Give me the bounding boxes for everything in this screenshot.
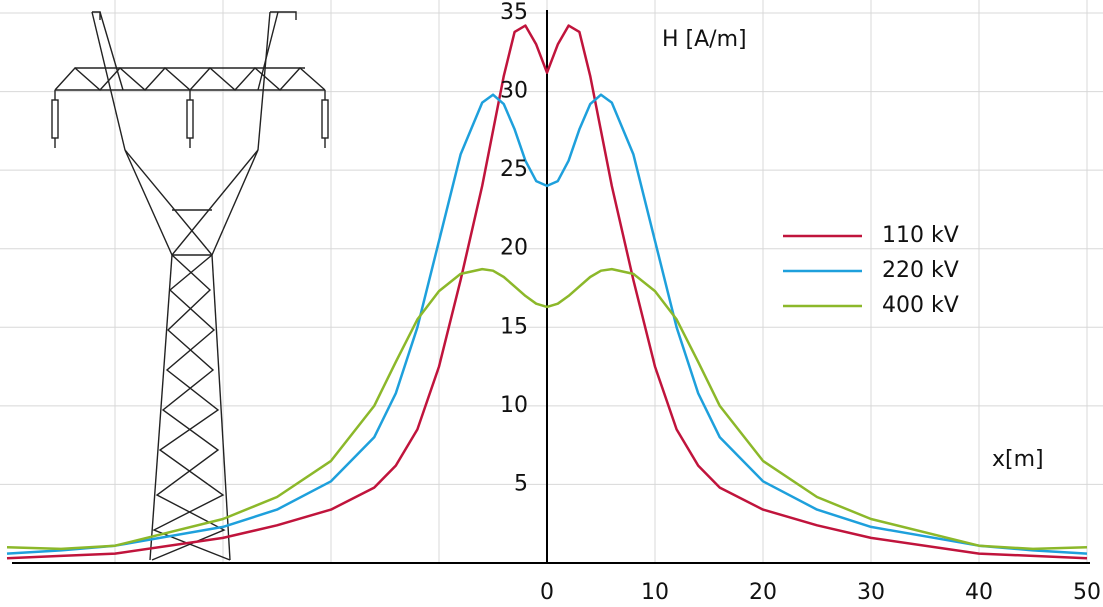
y-tick-label: 25 <box>500 157 528 182</box>
x-tick-label: 50 <box>1073 580 1101 605</box>
x-tick-label: 20 <box>749 580 777 605</box>
plot-area <box>6 10 1090 564</box>
legend-label: 110 kV <box>882 223 959 248</box>
y-tick-label: 15 <box>500 314 528 339</box>
y-tick-label: 10 <box>500 393 528 418</box>
y-tick-label: 35 <box>500 0 528 25</box>
y-tick-label: 30 <box>500 79 528 104</box>
line-series <box>6 267 1088 551</box>
legend-label: 220 kV <box>882 258 959 283</box>
x-tick-label: 0 <box>540 580 554 605</box>
y-tick-label: 5 <box>514 471 528 496</box>
x-tick-label: 30 <box>857 580 885 605</box>
line-series <box>6 24 1088 560</box>
y-tick-label: 20 <box>500 236 528 261</box>
x-tick-label: 10 <box>641 580 669 605</box>
tower-illustration <box>51 11 329 561</box>
x-tick-label: 40 <box>965 580 993 605</box>
y-axis-label: H [A/m] <box>662 27 747 52</box>
legend-label: 400 kV <box>882 293 959 318</box>
line-series <box>6 93 1088 555</box>
x-axis-label: x[m] <box>992 447 1044 472</box>
